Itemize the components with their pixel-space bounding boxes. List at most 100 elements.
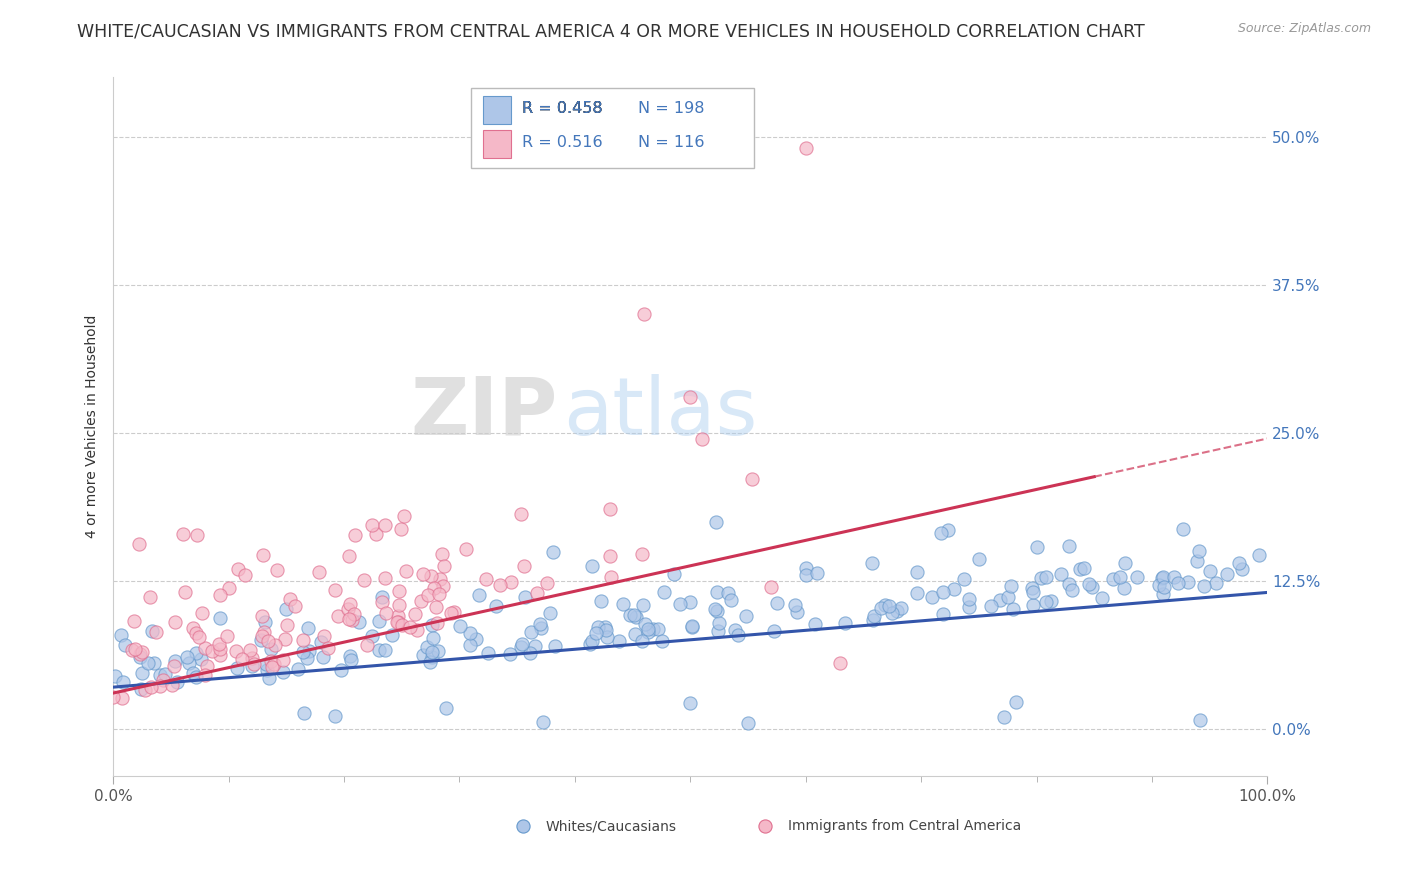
Point [624, 610, 647, 624]
Point [967, 552, 990, 566]
Point [264, 639, 287, 653]
Point [1050, 567, 1073, 582]
Point [637, 622, 659, 636]
Point [595, 620, 617, 634]
Point [110, 627, 132, 641]
Point [477, 646, 499, 660]
FancyBboxPatch shape [482, 130, 512, 158]
Point [1198, 564, 1220, 578]
Point [1000, 579, 1022, 593]
Point [361, 517, 384, 532]
Point [433, 559, 456, 574]
Point [194, 641, 217, 656]
Point [595, 623, 617, 637]
Point [188, 630, 211, 644]
Point [993, 710, 1015, 724]
Point [420, 618, 443, 632]
Point [489, 578, 512, 592]
Point [419, 655, 441, 669]
Point [1167, 576, 1189, 591]
Point [929, 525, 952, 540]
Point [1081, 580, 1104, 594]
Point [619, 608, 641, 623]
Point [586, 620, 609, 634]
Point [416, 588, 439, 602]
Point [262, 660, 284, 674]
Point [509, 508, 531, 522]
Point [1109, 569, 1132, 583]
Point [1059, 577, 1081, 591]
Point [624, 627, 647, 641]
Point [103, 690, 125, 705]
Point [1002, 601, 1025, 615]
Point [599, 502, 621, 516]
Point [623, 607, 645, 622]
Point [765, 596, 787, 610]
Point [538, 607, 561, 621]
Point [668, 598, 690, 612]
Point [404, 607, 426, 622]
Point [679, 595, 702, 609]
Point [1152, 570, 1174, 584]
Point [239, 642, 262, 657]
Point [581, 634, 603, 648]
Point [163, 654, 186, 668]
Point [415, 640, 437, 655]
Point [121, 642, 143, 657]
Point [515, 591, 537, 605]
Point [1022, 585, 1045, 599]
Point [1005, 694, 1028, 708]
Text: Immigrants from Central America: Immigrants from Central America [789, 819, 1022, 833]
Point [980, 599, 1002, 614]
Point [399, 620, 422, 634]
Point [160, 678, 183, 692]
Point [536, 575, 558, 590]
Point [443, 605, 465, 619]
Point [526, 586, 548, 600]
Point [589, 594, 612, 608]
Point [430, 547, 453, 561]
Point [368, 642, 391, 657]
Point [337, 602, 360, 616]
Point [890, 601, 912, 615]
Point [141, 624, 163, 638]
Point [786, 605, 808, 619]
Point [166, 674, 188, 689]
Point [905, 565, 928, 579]
Point [420, 569, 443, 583]
Point [519, 646, 541, 660]
Point [585, 626, 607, 640]
Point [440, 606, 463, 620]
Point [395, 564, 418, 578]
Point [783, 598, 806, 612]
Point [1021, 581, 1043, 595]
Point [131, 665, 153, 680]
Point [449, 619, 471, 633]
Point [381, 628, 404, 642]
Point [1035, 595, 1057, 609]
Point [794, 141, 817, 155]
Point [370, 594, 392, 608]
Point [735, 608, 758, 623]
Point [886, 604, 908, 618]
Text: WHITE/CAUCASIAN VS IMMIGRANTS FROM CENTRAL AMERICA 4 OR MORE VEHICLES IN HOUSEHO: WHITE/CAUCASIAN VS IMMIGRANTS FROM CENTR… [77, 22, 1144, 40]
Point [652, 585, 675, 599]
Point [921, 590, 943, 604]
Point [531, 715, 554, 730]
Point [328, 608, 350, 623]
Point [651, 633, 673, 648]
Point [679, 696, 702, 710]
Point [741, 473, 763, 487]
Point [512, 637, 534, 651]
Point [863, 608, 886, 623]
Point [703, 602, 725, 616]
Point [195, 658, 218, 673]
Point [997, 591, 1019, 605]
Point [1073, 561, 1095, 575]
Point [727, 628, 749, 642]
Point [276, 618, 298, 632]
Point [263, 657, 285, 671]
Point [253, 615, 276, 629]
Point [464, 632, 486, 646]
Point [163, 615, 186, 629]
